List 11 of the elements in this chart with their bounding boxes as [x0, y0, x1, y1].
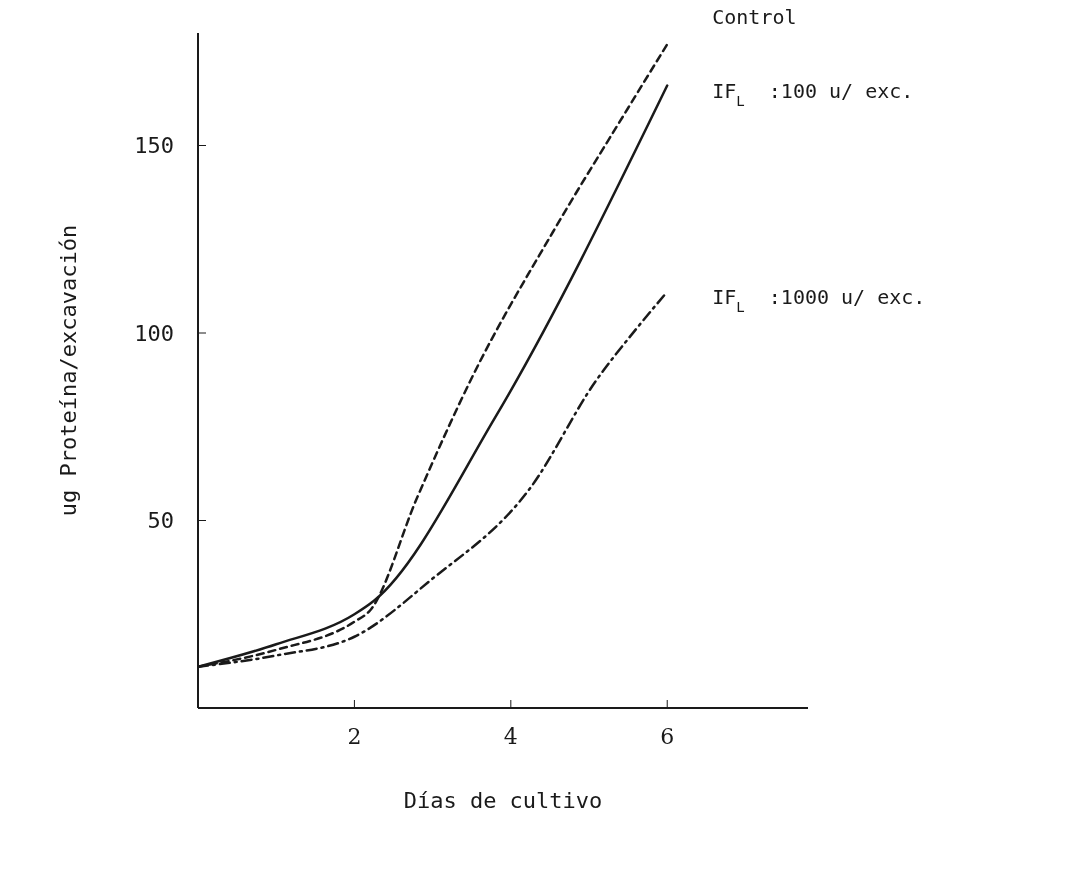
text: IF$_{L}$ :1000 u/ exc.	[712, 284, 926, 315]
x-axis-title: Días de cultivo	[403, 788, 603, 813]
y-tick-label: 100	[134, 320, 174, 346]
y-axis-title: ug Proteína/excavación	[55, 224, 81, 517]
text: Control	[712, 5, 797, 30]
x-tick-label: 2	[347, 723, 362, 749]
y-tick-label: 50	[147, 508, 174, 534]
y-tick-label: 150	[134, 133, 174, 159]
x-tick-label: 6	[660, 723, 675, 749]
text: IF$_{L}$ :100 u/ exc.	[712, 78, 914, 109]
x-tick-label: 4	[503, 723, 518, 749]
